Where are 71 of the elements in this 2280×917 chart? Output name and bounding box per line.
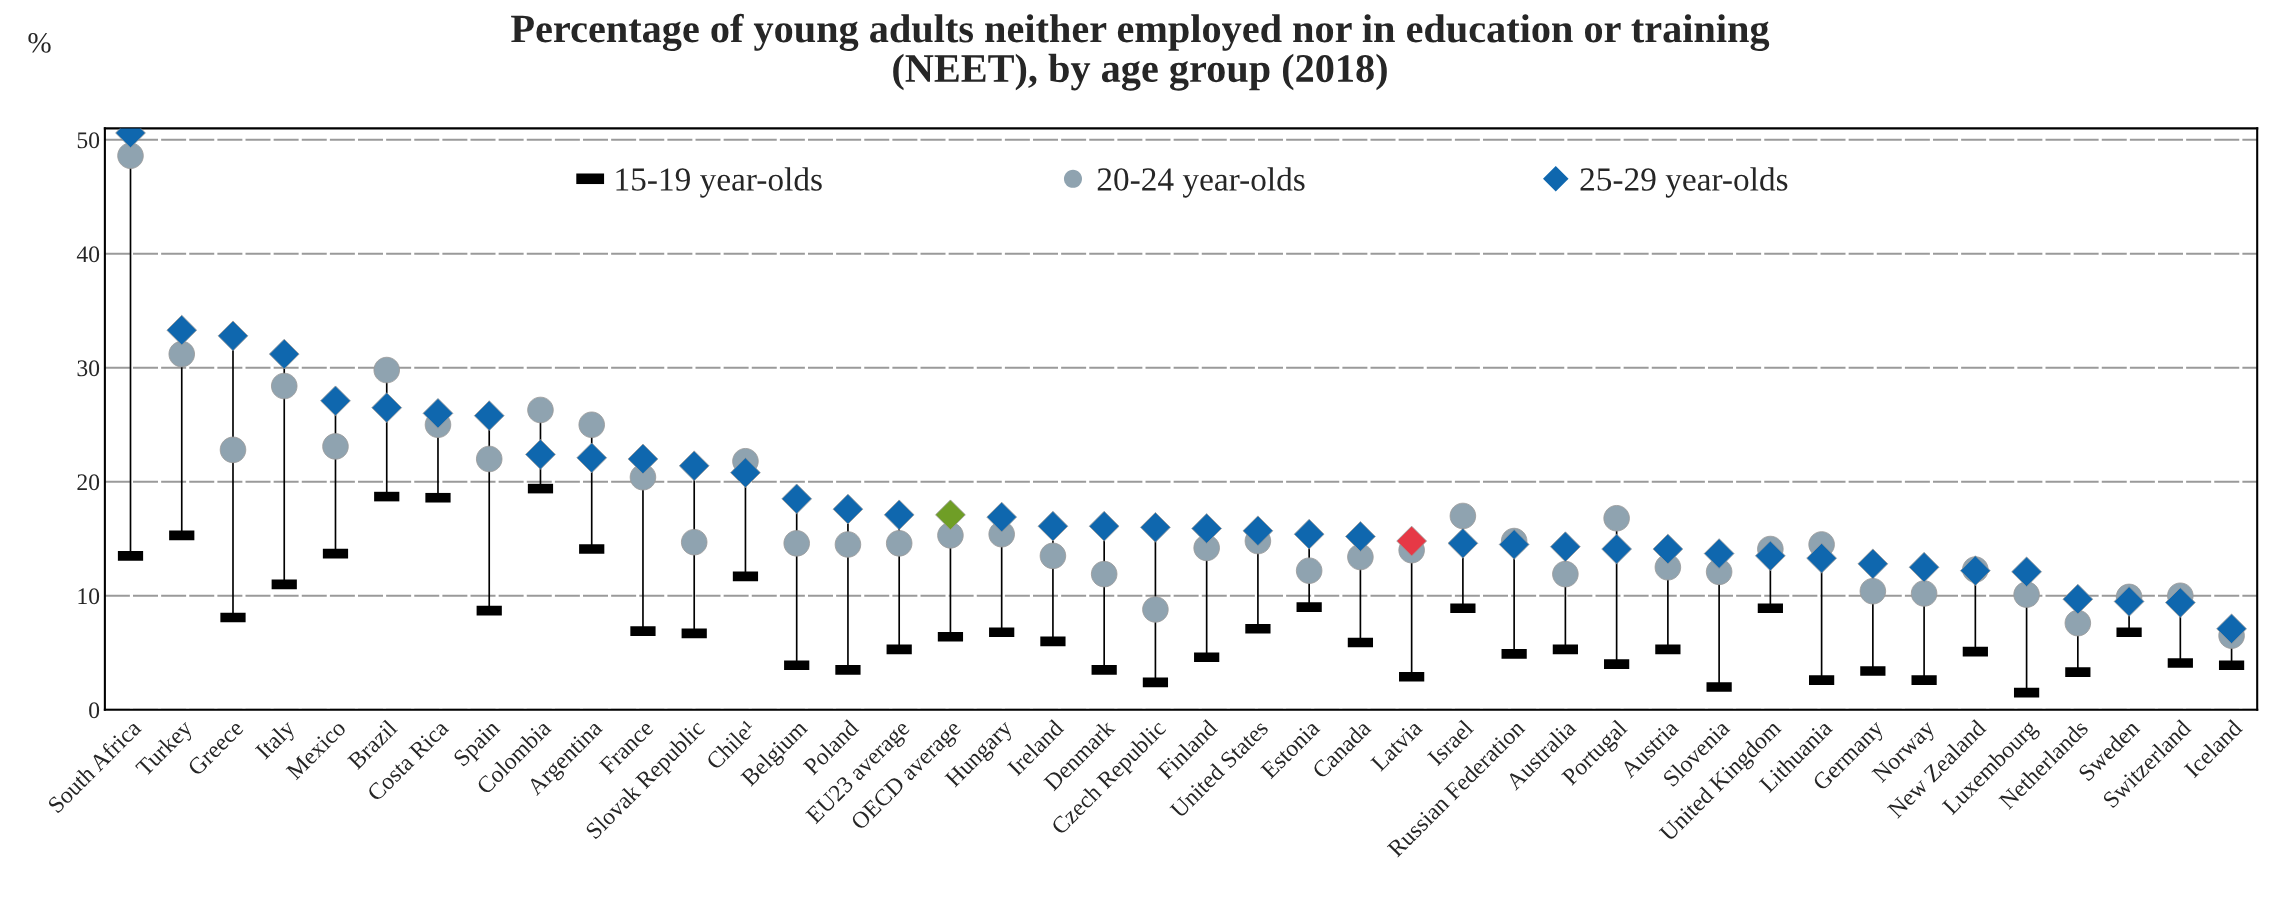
- point: [525, 439, 556, 470]
- point: [1449, 502, 1477, 530]
- point: [1755, 540, 1786, 572]
- point: [1806, 542, 1837, 574]
- point: [1447, 528, 1479, 559]
- point: [2062, 583, 2094, 615]
- point: [322, 433, 349, 460]
- point: [834, 531, 862, 558]
- point: [2216, 613, 2247, 645]
- y-tick-label: 40: [76, 246, 100, 263]
- y-tick-label: 30: [77, 360, 100, 377]
- point: [1703, 538, 1735, 569]
- point: [473, 400, 505, 431]
- y-tick-label: 20: [77, 474, 100, 491]
- chart-title: Percentage of young adults neither employed nor in education or training (NEET), by age group (2018): [511, 13, 1770, 91]
- point: [1140, 512, 1171, 543]
- point: [1652, 533, 1684, 565]
- point: [1191, 513, 1222, 544]
- point: [1552, 560, 1579, 588]
- point: [2011, 556, 2042, 588]
- point: [371, 392, 403, 423]
- point: [935, 499, 966, 531]
- point: [1396, 525, 1427, 557]
- point: [678, 450, 710, 482]
- point: [1242, 515, 1274, 547]
- point: [1859, 577, 1887, 605]
- point: [883, 499, 915, 531]
- point: [1090, 560, 1118, 588]
- point: [1857, 548, 1889, 580]
- point: [2113, 586, 2145, 617]
- point: [730, 457, 761, 488]
- point: [2064, 609, 2092, 637]
- point: [576, 442, 608, 474]
- point: [1345, 521, 1376, 552]
- y-tick-label: 0: [89, 702, 100, 719]
- point: [168, 340, 195, 368]
- point: [1908, 551, 1940, 583]
- point: [885, 530, 913, 557]
- y-tick-label: 50: [77, 132, 100, 149]
- point: [1088, 510, 1120, 542]
- point: [422, 398, 454, 429]
- point: [1142, 596, 1169, 623]
- point: [527, 396, 554, 424]
- point: [320, 385, 351, 417]
- point: [1293, 518, 1325, 550]
- point: [781, 483, 813, 515]
- point: [986, 501, 1017, 533]
- point: [1910, 580, 1938, 607]
- legend-label: 20-24 year-olds: [1097, 167, 1305, 198]
- point: [680, 528, 708, 556]
- y-tick-label: 10: [78, 588, 100, 605]
- point: [217, 320, 249, 352]
- point: [832, 493, 864, 525]
- point: [476, 445, 503, 473]
- point: [166, 314, 198, 346]
- point: [1295, 557, 1323, 584]
- point: [1603, 505, 1630, 532]
- y-axis-title: %: [28, 32, 51, 53]
- point: [271, 372, 298, 400]
- point: [578, 411, 605, 438]
- point: [373, 356, 400, 384]
- point: [1601, 533, 1632, 565]
- legend-label: 15-19 year-olds: [616, 167, 822, 198]
- legend-label: 25-29 year-olds: [1580, 167, 1788, 198]
- point: [1550, 531, 1581, 563]
- point: [1037, 510, 1069, 542]
- point: [1039, 542, 1067, 570]
- point: [219, 436, 247, 464]
- point: [2165, 587, 2196, 618]
- point: [783, 530, 810, 557]
- point: [268, 338, 300, 370]
